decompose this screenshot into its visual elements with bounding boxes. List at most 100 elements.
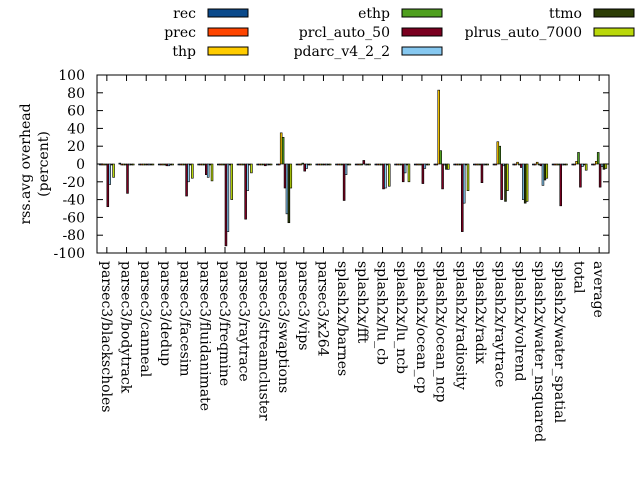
bar-prcl_auto_50 bbox=[441, 163, 444, 190]
bar-pdarc_v4_2_2 bbox=[187, 163, 190, 183]
x-tick-label: splash2x/barnes bbox=[334, 261, 350, 376]
bar-pdarc_v4_2_2 bbox=[344, 163, 348, 175]
bar-plrus_auto_7000 bbox=[427, 163, 430, 166]
bar-plrus_auto_7000 bbox=[309, 163, 312, 166]
x-tick-label: total bbox=[570, 261, 586, 294]
bar-plrus_auto_7000 bbox=[545, 163, 549, 179]
bar-plrus_auto_7000 bbox=[525, 163, 529, 202]
x-tick-label: parsec3/streamcluster bbox=[255, 261, 271, 421]
bar-prcl_auto_50 bbox=[126, 163, 129, 194]
x-tick-label: parsec3/canneal bbox=[137, 261, 153, 378]
bar-plrus_auto_7000 bbox=[328, 163, 332, 166]
bar-plrus_auto_7000 bbox=[604, 163, 608, 169]
bar-ethp bbox=[281, 137, 285, 165]
legend-label: pdarc_v4_2_2 bbox=[294, 44, 390, 60]
y-tick-label: 0 bbox=[76, 157, 85, 173]
x-tick-label: parsec3/facesim bbox=[177, 261, 193, 377]
bar-plrus_auto_7000 bbox=[486, 163, 489, 166]
bar-plrus_auto_7000 bbox=[466, 163, 470, 192]
bar-ethp bbox=[577, 152, 580, 165]
bar-pdarc_v4_2_2 bbox=[108, 163, 111, 185]
x-tick-label: splash2x/raytrace bbox=[492, 261, 508, 387]
y-tick-label: -100 bbox=[54, 246, 85, 262]
bar-ethp bbox=[439, 150, 442, 165]
bar-plrus_auto_7000 bbox=[171, 163, 174, 166]
y-tick-label: 20 bbox=[67, 139, 85, 155]
bar-prec bbox=[435, 163, 439, 166]
y-tick-label: -60 bbox=[62, 210, 85, 226]
y-axis-label: (percent) bbox=[36, 131, 52, 197]
x-tick-label: splash2x/radix bbox=[472, 261, 488, 364]
x-tick-label: splash2x/radiosity bbox=[452, 261, 468, 390]
bar-plrus_auto_7000 bbox=[151, 163, 155, 166]
legend-label: prcl_auto_50 bbox=[299, 25, 390, 41]
legend-swatch-prcl_auto_50 bbox=[401, 27, 443, 37]
x-tick-label: parsec3/x264 bbox=[314, 261, 330, 357]
bar-plrus_auto_7000 bbox=[191, 163, 194, 179]
y-tick-label: -80 bbox=[62, 228, 85, 244]
y-tick-label: -20 bbox=[62, 175, 85, 191]
legend-swatch-prec bbox=[207, 27, 249, 37]
x-tick-label: parsec3/freqmine bbox=[216, 261, 232, 386]
bar-prcl_auto_50 bbox=[342, 163, 346, 201]
bar-plrus_auto_7000 bbox=[387, 163, 391, 187]
x-axis: parsec3/blackscholes parsec3/bodytrack par… bbox=[98, 75, 606, 442]
legend-swatch-ttmo bbox=[593, 8, 635, 18]
bar-prcl_auto_50 bbox=[598, 163, 602, 188]
bar-plrus_auto_7000 bbox=[506, 163, 509, 192]
bar-ethp bbox=[596, 152, 600, 165]
bar-prcl_auto_50 bbox=[480, 163, 484, 183]
bar-pdarc_v4_2_2 bbox=[384, 163, 387, 189]
bar-ethp bbox=[360, 163, 364, 166]
bar-pdarc_v4_2_2 bbox=[206, 163, 210, 178]
bar-pdarc_v4_2_2 bbox=[403, 163, 407, 174]
bar-pdarc_v4_2_2 bbox=[581, 163, 584, 167]
bar-thp bbox=[535, 161, 539, 165]
legend-label: ttmo bbox=[549, 6, 582, 22]
legend-label: plrus_auto_7000 bbox=[465, 25, 582, 41]
bar-plrus_auto_7000 bbox=[269, 163, 273, 166]
bar-ethp bbox=[301, 162, 305, 165]
bar-pdarc_v4_2_2 bbox=[423, 163, 427, 169]
y-tick-label: 60 bbox=[67, 104, 85, 120]
bars bbox=[98, 89, 608, 247]
legend-swatch-plrus_auto_7000 bbox=[593, 27, 635, 37]
y-axis-label: rss.avg overhead bbox=[18, 103, 34, 224]
y-tick-label: 40 bbox=[67, 121, 85, 137]
legend-swatch-ethp bbox=[401, 8, 443, 18]
y-tick-label: -40 bbox=[62, 193, 85, 209]
bar-plrus_auto_7000 bbox=[131, 163, 135, 166]
x-tick-label: splash2x/lu_ncb bbox=[393, 261, 409, 374]
bar-prcl_auto_50 bbox=[500, 163, 503, 200]
bar-prec bbox=[278, 163, 281, 166]
legend-label: prec bbox=[164, 25, 196, 41]
legend-swatch-rec bbox=[207, 8, 249, 18]
y-tick-label: 100 bbox=[58, 68, 85, 84]
x-tick-label: parsec3/blackscholes bbox=[98, 261, 114, 412]
bar-prec bbox=[494, 163, 498, 166]
x-tick-label: parsec3/swaptions bbox=[275, 261, 291, 393]
x-tick-label: parsec3/bodytrack bbox=[118, 261, 134, 394]
x-tick-label: splash2x/fft bbox=[354, 261, 370, 344]
bar-plrus_auto_7000 bbox=[584, 163, 588, 171]
bar-plrus_auto_7000 bbox=[447, 163, 450, 170]
bar-ethp bbox=[498, 145, 501, 165]
legend-swatch-pdarc_v4_2_2 bbox=[401, 46, 443, 56]
x-tick-label: parsec3/dedup bbox=[157, 261, 173, 366]
bar-pdarc_v4_2_2 bbox=[462, 163, 466, 204]
y-tick-label: 80 bbox=[67, 86, 85, 102]
bar-plrus_auto_7000 bbox=[210, 163, 214, 182]
bar-prcl_auto_50 bbox=[362, 160, 366, 165]
bar-pdarc_v4_2_2 bbox=[226, 163, 230, 232]
x-tick-label: splash2x/water_spatial bbox=[551, 261, 567, 424]
bar-rec bbox=[118, 162, 122, 165]
x-tick-label: splash2x/water_nsquared bbox=[531, 261, 547, 442]
bar-thp bbox=[437, 89, 440, 165]
bar-plrus_auto_7000 bbox=[289, 163, 293, 189]
x-tick-label: splash2x/volrend bbox=[511, 261, 527, 382]
bar-thp bbox=[516, 161, 519, 165]
legend-swatch-thp bbox=[207, 46, 249, 56]
